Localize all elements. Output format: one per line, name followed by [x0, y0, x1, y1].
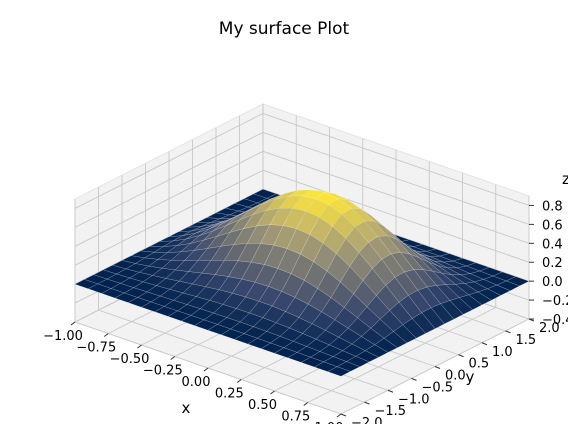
grid-line-z-back [262, 113, 530, 206]
x-tick-label: 0.50 [248, 398, 277, 413]
surface-facet [430, 303, 455, 325]
grid-line-y-floor [98, 309, 365, 403]
x-tick-mark [303, 402, 309, 406]
x-tick-label: −0.50 [110, 352, 150, 367]
y-tick-label: −2.0 [351, 416, 383, 424]
z-tick-label: −0.2 [542, 294, 568, 309]
y-tick-mark [434, 366, 441, 369]
y-tick-label: 1.5 [516, 333, 537, 348]
grid-line-z-left [74, 169, 264, 266]
x-tick-mark [70, 321, 76, 326]
tick-marks [70, 204, 535, 418]
x-tick-label: −1.00 [43, 329, 83, 344]
x-tick-mark [103, 333, 109, 337]
z-tick-label: 0.6 [542, 218, 563, 233]
x-tick-label: 0.00 [182, 375, 211, 390]
grid-line-z-back [262, 150, 530, 244]
grid-line-z-left [74, 113, 264, 209]
z-tick-label: 0.8 [542, 200, 563, 215]
y-tick-mark [458, 354, 464, 358]
grid-line-z-back [262, 131, 530, 225]
x-tick-mark [137, 344, 142, 349]
x-tick-mark [336, 413, 342, 418]
y-tick-mark [387, 389, 394, 393]
surface-facet [477, 288, 502, 301]
grid-line-z-left [74, 188, 264, 285]
x-tick-label: −0.75 [76, 341, 116, 356]
y-tick-mark [411, 377, 417, 381]
grid-line-z-left [74, 131, 264, 228]
y-tick-label: 0.5 [469, 357, 490, 372]
z-tick-label: 0.2 [542, 256, 563, 271]
surface-facet [421, 307, 445, 329]
x-tick-mark [236, 379, 242, 383]
y-tick-label: 2.0 [539, 321, 560, 336]
z-tick-label: 0.4 [542, 237, 563, 252]
x-tick-label: 0.75 [281, 410, 310, 424]
grid-line-z-left [74, 150, 264, 247]
y-tick-label: −0.5 [422, 380, 454, 395]
y-tick-mark [505, 330, 511, 334]
y-tick-label: −1.0 [398, 392, 430, 407]
x-tick-label: 1.00 [315, 421, 344, 424]
z-tick-label: 0.0 [542, 275, 563, 290]
y-tick-mark [481, 342, 488, 346]
surface-facet [327, 366, 351, 377]
surface-mesh [74, 189, 530, 377]
surface-facet [487, 284, 511, 296]
y-tick-label: 0.0 [445, 369, 466, 384]
y-tick-label: −1.5 [375, 404, 407, 419]
y-axis-label: y [466, 368, 475, 386]
x-axis-label: x [182, 399, 191, 417]
x-tick-label: −0.25 [143, 364, 183, 379]
chart-title: My surface Plot [219, 19, 350, 39]
z-tick-label: −0.4 [542, 313, 568, 328]
y-tick-mark [340, 413, 347, 417]
surface-facet [468, 291, 492, 306]
y-tick-mark [364, 401, 370, 405]
x-tick-mark [170, 356, 176, 360]
x-tick-mark [203, 367, 209, 372]
x-tick-label: 0.25 [215, 387, 244, 402]
z-axis-label: z [562, 170, 568, 188]
x-tick-mark [270, 390, 275, 395]
surface-facet [440, 300, 464, 320]
surface-facet [346, 356, 370, 367]
y-tick-label: 1.0 [492, 345, 513, 360]
grid-line-z-back [262, 169, 530, 263]
tick-labels: −1.00−0.75−0.50−0.250.000.250.500.751.00… [43, 200, 568, 424]
